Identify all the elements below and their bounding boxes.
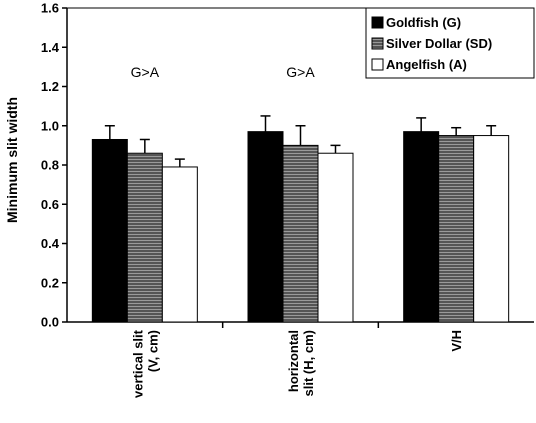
legend-entry: Angelfish (A) [386,57,467,72]
category-label: horizontal slit (H, cm) [286,330,316,396]
bar-silver [438,135,475,323]
legend-entry: Goldfish (G) [386,15,461,30]
y-tick-label: 0.4 [41,236,60,251]
y-tick-label: 0.8 [41,158,59,173]
category-label-line: vertical slit [130,329,145,398]
bar-silver [126,152,163,323]
legend-box [365,7,535,79]
y-tick-label: 1.2 [41,79,59,94]
group-annotation: G>A [131,64,160,80]
category-label-line: slit (H, cm) [301,330,316,396]
y-tick-label: 1.4 [41,40,60,55]
bar-angelfish [473,135,510,323]
category-label-line: (V, cm) [145,330,160,372]
y-tick-label: 0.0 [41,315,59,330]
bar-angelfish [161,166,198,323]
group-annotation: G>A [286,64,315,80]
bar-goldfish [247,131,284,323]
y-axis-title: Minimum slit width [4,97,20,223]
legend-swatch [371,58,384,71]
bar-goldfish [403,131,440,323]
legend-swatch [371,16,384,29]
y-tick-label: 1.6 [41,1,59,16]
category-label: vertical slit (V, cm) [130,329,160,398]
y-tick-label: 1.0 [41,118,59,133]
y-tick-label: 0.2 [41,275,59,290]
category-label: V/H [449,330,464,352]
category-label-line: V/H [449,330,464,352]
bar-angelfish [317,152,354,323]
category-label-line: horizontal [286,330,301,392]
legend: Goldfish (G) Silver Dollar (SD) Angelfish … [365,7,535,79]
bar-silver [282,144,319,323]
legend-entry: Silver Dollar (SD) [386,36,492,51]
bar-goldfish [91,138,128,323]
legend-swatch [371,37,384,50]
y-tick-label: 0.6 [41,197,59,212]
